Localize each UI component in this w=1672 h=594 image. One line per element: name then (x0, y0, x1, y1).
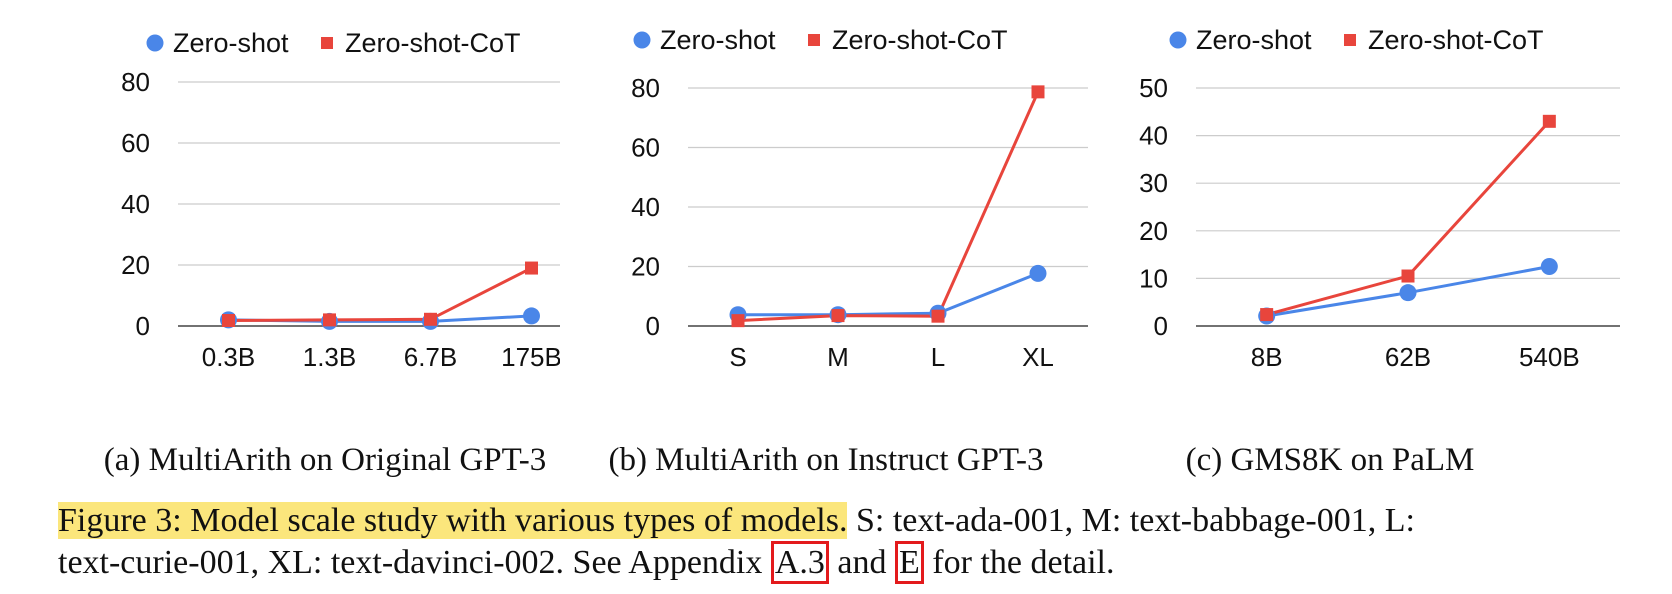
figure-caption-line2-pre: text-curie-001, XL: text-davinci-002. Se… (58, 544, 771, 581)
x-tick-label: M (827, 342, 849, 372)
y-tick-label: 80 (631, 73, 660, 103)
data-point-zero-shot (1399, 284, 1417, 302)
data-point-zero-shot (1029, 264, 1047, 282)
chart-b: 0 20 40 60 80 S M L XL Zero-shot Zero-shot-CoT (631, 25, 1088, 372)
x-tick-label: 175B (501, 342, 560, 372)
data-point-zero-shot (523, 307, 540, 325)
y-tick-label: 40 (121, 189, 150, 219)
figure-caption-line2-post: for the detail. (923, 544, 1115, 581)
y-tick-label: 20 (1139, 216, 1168, 246)
y-tick-label: 40 (631, 192, 660, 222)
data-point-zero-shot-cot (424, 312, 437, 326)
legend-marker-zero-shot-cot (1344, 34, 1356, 46)
legend-label-zero-shot: Zero-shot (660, 25, 776, 55)
x-tick-label: 0.3B (202, 342, 256, 372)
x-tick-label: XL (1022, 342, 1054, 372)
legend-label-zero-shot: Zero-shot (173, 28, 289, 58)
x-tick-label: 540B (1519, 342, 1580, 372)
data-point-zero-shot-cot (831, 309, 845, 323)
legend-label-zero-shot-cot: Zero-shot-CoT (1368, 25, 1544, 55)
data-point-zero-shot-cot (525, 261, 538, 275)
caption-a: (a) MultiArith on Original GPT-3 (103, 442, 547, 478)
y-tick-label: 20 (631, 252, 660, 282)
legend-marker-zero-shot (1169, 31, 1187, 49)
legend-marker-zero-shot-cot (808, 34, 820, 46)
figure-caption-highlight: Figure 3: Model scale study with various… (58, 502, 848, 539)
chart-panel-c: 0 10 20 30 40 50 8B 62B 540B Zero-shot Zero-shot-C… (1120, 0, 1672, 420)
figure-caption-line1: S: text-ada-001, M: text-babbage-001, L: (847, 502, 1415, 539)
data-point-zero-shot-cot (731, 314, 745, 328)
legend-marker-zero-shot (633, 31, 651, 49)
x-tick-label: 1.3B (303, 342, 357, 372)
y-tick-label: 0 (646, 311, 660, 341)
chart-c: 0 10 20 30 40 50 8B 62B 540B Zero-shot Zero-shot-C… (1139, 25, 1620, 372)
data-point-zero-shot-cot (1542, 114, 1556, 128)
data-point-zero-shot-cot (1031, 85, 1045, 99)
x-tick-label: 8B (1251, 342, 1283, 372)
chart-a: 0 20 40 60 80 0.3B 1.3B 6.7B 175B Zero-shot Zero-s… (121, 28, 560, 372)
caption-c: (c) GMS8K on PaLM (1185, 442, 1475, 478)
legend-label-zero-shot-cot: Zero-shot-CoT (832, 25, 1008, 55)
appendix-ref-a3[interactable]: A.3 (770, 541, 829, 584)
x-tick-label: 6.7B (404, 342, 458, 372)
data-point-zero-shot-cot (1401, 269, 1415, 283)
x-tick-label: S (729, 342, 746, 372)
caption-b: (b) MultiArith on Instruct GPT-3 (608, 442, 1044, 478)
y-tick-label: 60 (631, 133, 660, 163)
y-tick-label: 30 (1139, 168, 1168, 198)
chart-panel-b: 0 20 40 60 80 S M L XL Zero-shot Zero-shot-CoT (560, 0, 1120, 420)
legend-label-zero-shot: Zero-shot (1196, 25, 1312, 55)
y-tick-label: 10 (1139, 263, 1168, 293)
figure-caption: Figure 3: Model scale study with various… (58, 500, 1658, 584)
series-line-zero-shot-cot (228, 266, 533, 323)
x-tick-label: L (931, 342, 945, 372)
figure-caption-mid: and (828, 544, 896, 581)
series-line-zero-shot (738, 271, 1039, 317)
x-tick-label: 62B (1385, 342, 1431, 372)
data-point-zero-shot-cot (1260, 308, 1274, 322)
legend-marker-zero-shot-cot (321, 37, 333, 49)
y-tick-label: 60 (121, 128, 150, 158)
legend-label-zero-shot-cot: Zero-shot-CoT (345, 28, 521, 58)
y-tick-label: 20 (121, 250, 150, 280)
chart-panel-a: 0 20 40 60 80 0.3B 1.3B 6.7B 175B Zero-shot Zero-s… (0, 0, 560, 420)
y-tick-label: 80 (121, 67, 150, 97)
y-tick-label: 50 (1139, 73, 1168, 103)
series-line-zero-shot-cot (737, 91, 1040, 323)
y-tick-label: 40 (1139, 121, 1168, 151)
data-point-zero-shot-cot (222, 314, 235, 328)
data-point-zero-shot-cot (323, 313, 336, 327)
y-tick-label: 0 (1154, 311, 1168, 341)
data-point-zero-shot (1540, 258, 1558, 275)
data-point-zero-shot-cot (931, 309, 945, 323)
y-tick-label: 0 (136, 311, 150, 341)
appendix-ref-e[interactable]: E (895, 541, 924, 584)
legend-marker-zero-shot (146, 34, 164, 52)
